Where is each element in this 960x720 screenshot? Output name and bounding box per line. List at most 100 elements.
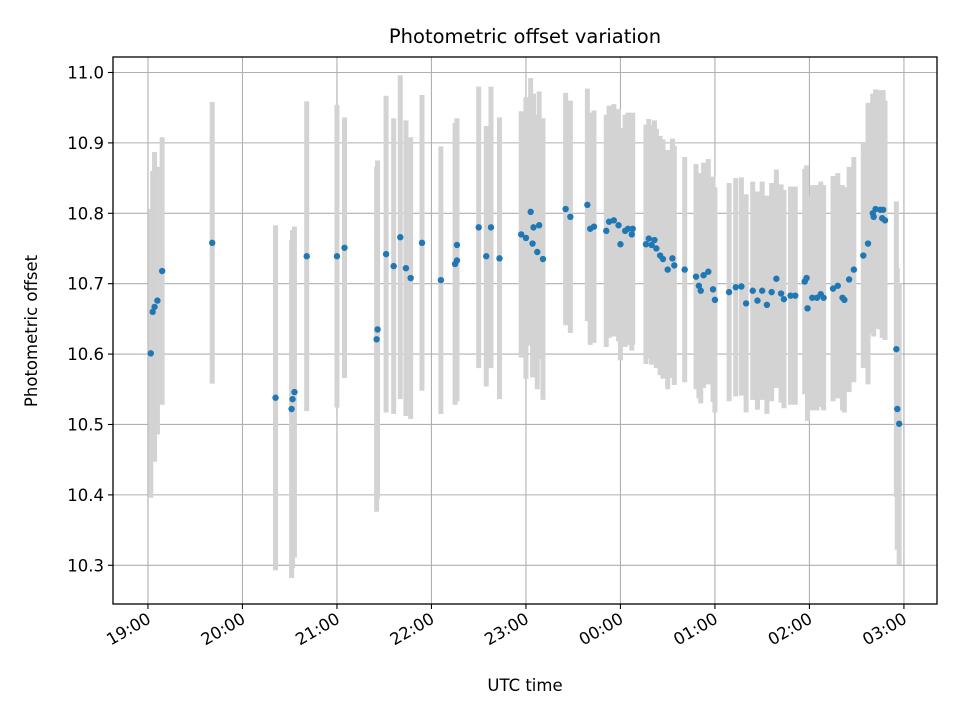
y-tick-label: 10.6 <box>67 345 104 364</box>
data-point <box>829 285 837 292</box>
data-point <box>809 294 816 301</box>
data-point <box>530 224 537 231</box>
data-point <box>834 282 841 289</box>
data-point <box>792 292 799 299</box>
data-point <box>628 231 635 238</box>
data-point <box>475 224 482 231</box>
data-point <box>754 297 761 304</box>
y-tick-label: 11.0 <box>67 63 104 82</box>
data-point <box>850 266 858 273</box>
data-point <box>529 240 536 247</box>
y-tick-label: 10.9 <box>67 134 104 153</box>
data-point <box>820 294 827 301</box>
data-point <box>624 225 632 232</box>
data-point <box>397 234 404 241</box>
data-point <box>272 394 279 401</box>
data-point <box>881 217 889 224</box>
data-point <box>539 255 547 263</box>
data-point <box>893 345 900 353</box>
data-point <box>894 405 901 413</box>
data-point <box>845 276 853 283</box>
data-point <box>787 292 794 299</box>
data-point <box>617 241 624 248</box>
data-point <box>645 235 652 242</box>
data-point <box>629 225 636 232</box>
data-point <box>535 222 543 229</box>
data-point <box>695 282 703 289</box>
data-point <box>518 231 525 238</box>
data-point <box>373 336 380 343</box>
y-tick-label: 10.8 <box>67 204 104 223</box>
data-point <box>681 266 688 273</box>
x-axis-label: UTC time <box>487 676 562 695</box>
data-point <box>697 287 704 294</box>
data-point <box>209 239 216 247</box>
plot-frame <box>112 56 938 605</box>
data-point <box>742 300 750 307</box>
data-point <box>584 201 591 209</box>
data-point <box>487 224 495 231</box>
data-point <box>289 395 296 403</box>
data-point <box>725 288 733 296</box>
data-point <box>864 240 872 247</box>
data-point <box>773 275 780 282</box>
data-point <box>758 287 766 294</box>
data-point <box>437 276 445 284</box>
data-point <box>603 227 610 235</box>
y-tick-label: 10.5 <box>67 415 104 434</box>
data-point <box>763 301 771 309</box>
data-point <box>390 262 397 270</box>
data-point <box>534 248 541 256</box>
data-point <box>841 296 848 304</box>
data-point <box>669 255 676 262</box>
data-point <box>700 272 707 279</box>
data-point <box>615 222 622 229</box>
y-axis-label: Photometric offset <box>22 254 41 407</box>
data-point <box>496 255 503 262</box>
data-point <box>303 253 310 260</box>
y-tick-label: 10.4 <box>67 486 104 505</box>
data-point <box>590 223 598 230</box>
data-point <box>333 253 341 260</box>
data-point <box>768 288 775 296</box>
y-tick-label: 10.7 <box>67 275 104 294</box>
data-point <box>562 205 569 213</box>
chart-title: Photometric offset variation <box>389 25 661 48</box>
data-point <box>651 236 658 244</box>
data-point <box>671 262 678 269</box>
y-tick-label: 10.3 <box>67 556 104 575</box>
data-point <box>653 245 660 252</box>
data-point <box>483 253 490 260</box>
data-point <box>642 241 650 248</box>
data-point <box>664 266 671 273</box>
data-point <box>151 303 158 311</box>
data-point <box>522 234 530 242</box>
data-point <box>341 244 348 251</box>
data-point <box>154 297 161 304</box>
data-point <box>402 264 410 272</box>
data-point <box>705 268 712 275</box>
data-point <box>659 255 667 263</box>
data-point <box>453 241 461 249</box>
data-point <box>648 241 655 249</box>
data-point <box>896 420 903 427</box>
data-point <box>692 273 700 280</box>
data-point <box>872 205 879 213</box>
data-point <box>418 239 426 247</box>
data-point <box>149 308 156 316</box>
data-point <box>382 250 390 258</box>
data-point <box>732 284 739 291</box>
data-point <box>407 274 414 282</box>
data-point <box>374 326 381 333</box>
data-point <box>291 388 298 396</box>
data-point <box>527 208 534 216</box>
data-point <box>453 257 461 264</box>
data-point <box>860 252 867 259</box>
data-point <box>709 286 717 293</box>
data-point <box>288 405 295 413</box>
data-point <box>158 267 166 275</box>
data-point <box>803 274 810 282</box>
data-points <box>147 201 903 427</box>
data-point <box>567 213 574 221</box>
